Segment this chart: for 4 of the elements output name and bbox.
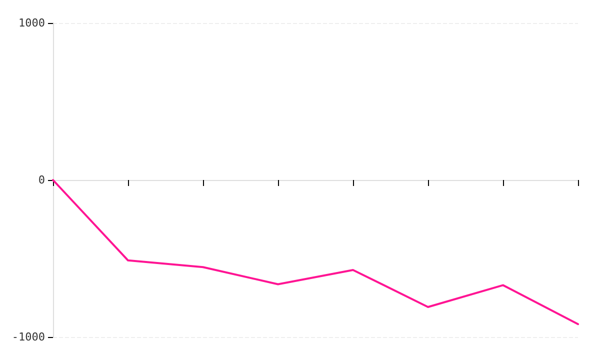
line-series bbox=[52, 179, 579, 326]
y-tick-label: 0 bbox=[38, 174, 45, 186]
y-tick-label: -1000 bbox=[12, 330, 45, 344]
y-tick-label: 1000 bbox=[18, 16, 45, 30]
